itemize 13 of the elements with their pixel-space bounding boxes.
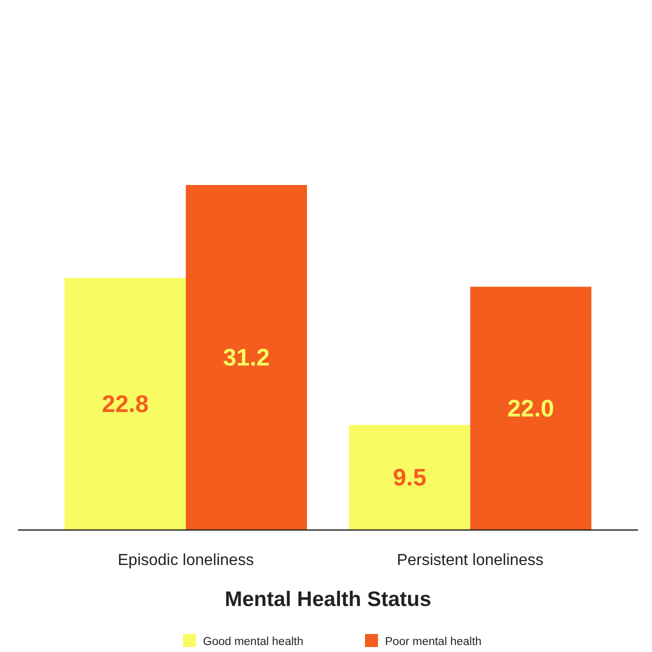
bar xyxy=(470,286,592,530)
data-label: 22.0 xyxy=(507,395,554,422)
legend-label: Good mental health xyxy=(203,636,304,648)
data-label: 22.8 xyxy=(102,390,149,418)
bar xyxy=(186,185,307,530)
bar xyxy=(349,424,470,530)
x-tick-label: Persistent loneliness xyxy=(396,552,544,569)
legend-label: Poor mental health xyxy=(385,636,482,648)
data-label: 31.2 xyxy=(223,344,270,372)
bar xyxy=(64,278,186,530)
x-tick-label: Episodic loneliness xyxy=(118,552,254,569)
x-axis-title: Mental Health Status xyxy=(224,588,432,611)
data-label: 9.5 xyxy=(392,464,426,492)
